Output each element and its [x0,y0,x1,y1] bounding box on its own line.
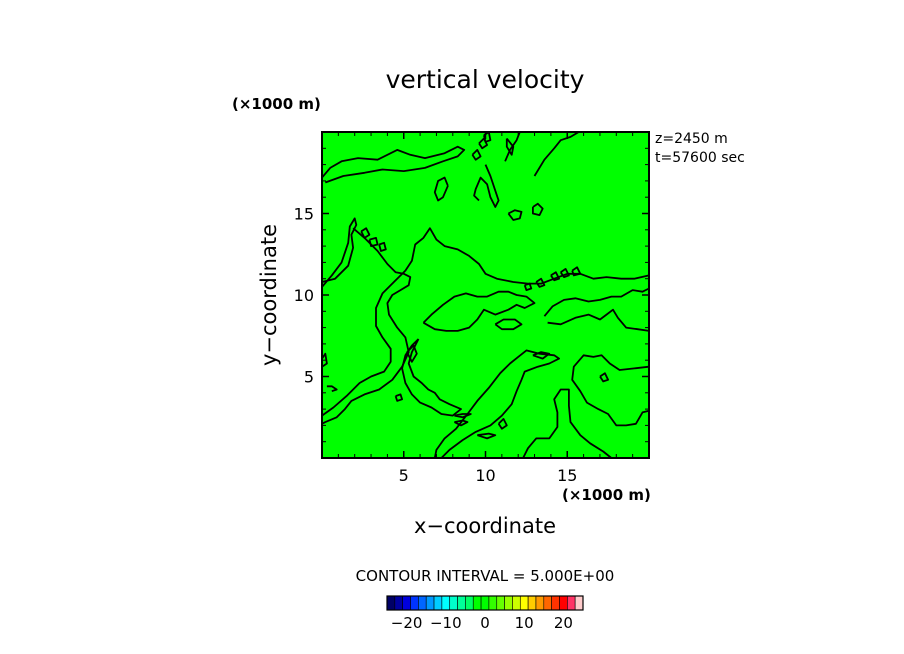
colorbar-swatch-8 [449,595,458,611]
colorbar-swatch-21 [551,595,560,611]
contour-line-38 [477,432,497,440]
contour-line-28 [550,271,560,282]
annotation-height: z=2450 m [655,131,728,147]
colorbar-tick-label-4: 20 [554,614,573,632]
colorbar-swatch-0 [386,595,396,611]
y-axis-label: y−coordinate [257,224,281,366]
contour-line-8 [522,388,612,459]
colorbar [386,595,584,611]
x-tick-label-15: 15 [557,466,577,485]
contour-line-25 [360,227,371,239]
contour-line-24 [471,148,482,161]
contour-line-37 [497,417,508,430]
colorbar-swatch-1 [394,595,403,611]
x-tick-label-10: 10 [475,466,495,485]
colorbar-swatch-5 [425,595,435,611]
contour-line-19 [532,351,551,360]
contour-line-14 [505,137,515,156]
contour-line-30 [571,266,582,277]
x-axis-label: x−coordinate [414,514,556,538]
contour-line-16 [507,209,523,221]
colorbar-swatch-18 [527,595,537,611]
contour-line-3 [321,227,650,417]
contour-line-36 [453,419,469,427]
contour-line-9 [433,349,560,459]
contour-line-22 [478,137,489,150]
colorbar-frame [386,595,584,611]
colorbar-swatch-13 [488,595,498,611]
y-unit-label: (×1000 m) [232,95,321,113]
contour-line-23 [483,131,492,143]
colorbar-tick-label-2: 0 [480,614,490,632]
contour-line-27 [378,241,387,252]
contour-line-32 [523,282,533,292]
colorbar-swatch-10 [465,595,474,611]
contour-line-15 [433,176,449,202]
y-tick-label-5: 5 [304,368,314,387]
contour-line-17 [532,202,544,217]
colorbar-ticks: −20 −10 0 10 20 [391,614,573,632]
x-unit-label: (×1000 m) [562,486,651,504]
contour-line-7 [571,354,650,427]
colorbar-swatch-24 [574,595,584,611]
colorbar-swatch-20 [543,595,552,611]
contour-line-13 [504,131,521,162]
contour-line-0 [321,145,466,184]
contour-line-10 [401,338,462,417]
colorbar-tick-label-3: 10 [515,614,534,632]
colorbar-swatch-14 [496,595,505,611]
contour-line-11 [533,131,580,177]
colorbar-swatch-22 [559,595,568,611]
contour-line-5 [543,287,650,317]
y-tick-label-10: 10 [294,286,314,305]
contour-line-31 [535,277,546,288]
contour-lines [321,131,650,459]
contour-line-39 [599,372,609,383]
contour-line-4 [422,290,536,332]
colorbar-swatch-15 [504,595,513,611]
colorbar-swatch-6 [433,595,443,611]
contour-line-18 [494,318,523,331]
y-axis: 5 10 15 [294,147,649,443]
colorbar-swatch-19 [535,595,545,611]
colorbar-swatch-23 [567,595,576,611]
contour-line-12 [473,164,500,208]
colorbar-swatch-16 [512,595,521,611]
colorbar-swatch-11 [472,595,482,611]
x-tick-label-5: 5 [399,466,409,485]
contour-line-35 [454,413,472,419]
colorbar-swatch-4 [418,595,427,611]
contour-line-1 [321,217,358,288]
contour-line-6 [547,308,650,332]
x-axis: 5 10 15 [337,132,634,485]
colorbar-swatch-2 [402,595,411,611]
contour-line-34 [394,393,404,402]
contour-interval-label: CONTOUR INTERVAL = 5.000E+00 [356,567,615,585]
contour-line-21 [321,352,328,368]
colorbar-swatch-7 [441,595,451,611]
contour-line-20 [406,344,418,363]
colorbar-swatch-12 [480,595,490,611]
chart-title: vertical velocity [386,65,585,94]
contour-line-2 [321,227,412,425]
y-tick-label-15: 15 [294,205,314,224]
colorbar-swatch-17 [519,595,529,611]
colorbar-swatch-9 [457,595,466,611]
annotation-time: t=57600 sec [655,150,745,166]
contour-line-29 [559,267,570,279]
plot-field [322,132,649,458]
colorbar-tick-label-0: −20 [391,614,423,632]
contour-line-33 [326,385,338,393]
contour-line-26 [368,236,379,248]
colorbar-swatch-3 [410,595,419,611]
colorbar-tick-label-1: −10 [430,614,462,632]
annotations: z=2450 m t=57600 sec [655,131,745,166]
